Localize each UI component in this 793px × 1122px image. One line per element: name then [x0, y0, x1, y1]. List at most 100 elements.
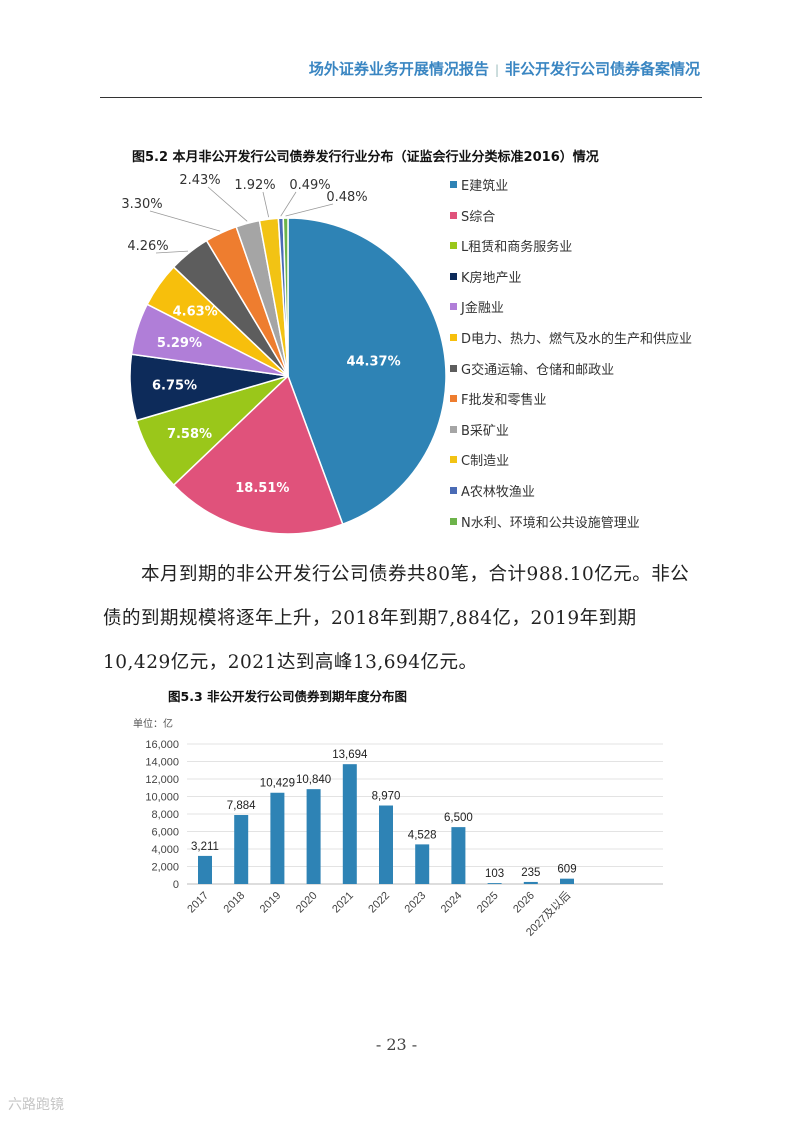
pie-leader-line [285, 203, 334, 217]
pie-leader-line [155, 250, 188, 254]
legend-item: S综合 [450, 207, 692, 238]
legend-label: B采矿业 [461, 423, 509, 439]
header-section-title: 非公开发行公司债券备案情况 [504, 60, 700, 78]
bar-value-label: 13,694 [332, 749, 368, 761]
pie-value-label: 6.75% [152, 378, 197, 393]
y-tick-label: 14,000 [145, 757, 179, 769]
bar-value-label: 7,884 [227, 800, 256, 812]
bar-value-label: 3,211 [191, 841, 219, 853]
legend-item: F批发和零售业 [450, 390, 692, 421]
x-tick-label: 2023 [403, 890, 429, 916]
x-tick-label: 2021 [330, 890, 356, 916]
legend-swatch [450, 395, 457, 403]
bar [560, 878, 574, 884]
bar [198, 855, 212, 884]
y-tick-label: 8,000 [151, 809, 179, 821]
bar [342, 764, 357, 884]
y-tick-label: 2,000 [151, 862, 179, 874]
legend-label: E建筑业 [461, 179, 509, 194]
legend-item: D电力、热力、燃气及水的生产和供应业 [450, 329, 692, 360]
bar [379, 805, 393, 884]
bar-value-label: 6,500 [444, 812, 473, 824]
x-tick-label: 2020 [294, 890, 320, 916]
legend-item: C制造业 [450, 451, 692, 482]
bar [415, 844, 430, 884]
bar-value-label: 235 [521, 867, 540, 879]
pie-slice [172, 374, 344, 535]
bar-unit-label: 单位：亿 [133, 717, 173, 730]
y-tick-label: 12,000 [145, 774, 179, 786]
legend-swatch [450, 517, 457, 525]
pie-value-label: 3.30% [121, 197, 162, 212]
bar [451, 827, 466, 884]
bar [487, 883, 502, 884]
legend-item: B采矿业 [450, 421, 692, 452]
y-tick-label: 16,000 [145, 739, 179, 751]
bar-value-label: 4,528 [408, 829, 437, 841]
y-tick-label: 4,000 [151, 844, 179, 856]
x-tick-label: 2024 [439, 890, 465, 916]
pie-leader-line [149, 210, 221, 232]
x-tick-label: 2017 [185, 890, 211, 916]
legend-label: N水利、环境和公共设施管理业 [461, 515, 640, 531]
pie-value-label: 1.92% [234, 178, 275, 193]
pie-leader-line [262, 191, 270, 218]
pie-leader-line [207, 186, 248, 222]
legend-item: K房地产业 [450, 268, 692, 299]
pie-value-label: 0.48% [326, 190, 367, 205]
legend-swatch [450, 333, 457, 341]
header-separator: | [494, 63, 499, 77]
bar-value-label: 10,429 [260, 778, 295, 790]
pie-leader-line [280, 191, 297, 217]
legend-label: S综合 [461, 209, 496, 225]
watermark-logo: 六路跑镜 [8, 1097, 64, 1113]
legend-item: A农林牧渔业 [450, 482, 692, 513]
legend-item: E建筑业 [450, 176, 692, 207]
y-tick-label: 6,000 [151, 827, 179, 839]
pie-value-label: 7.58% [167, 427, 212, 442]
bar-value-label: 10,840 [296, 774, 331, 786]
legend-label: K房地产业 [461, 270, 522, 286]
legend-item: G交通运输、仓储和邮政业 [450, 360, 692, 391]
pie-chart-title: 图5.2 本月非公开发行公司债券发行行业分布（证监会行业分类标准2016）情况 [132, 150, 599, 165]
legend-label: G交通运输、仓储和邮政业 [461, 362, 615, 378]
pie-value-label: 4.26% [127, 239, 168, 254]
y-tick-label: 10,000 [145, 792, 179, 804]
pie-legend: E建筑业 S综合 L租赁和商务服务业 K房地产业 J金融业 D电力、热力、燃气及水的生产和… [450, 176, 692, 543]
legend-item: L租赁和商务服务业 [450, 237, 692, 268]
bar [306, 789, 321, 884]
legend-label: L租赁和商务服务业 [461, 240, 573, 256]
pie-slice [287, 217, 447, 526]
y-tick-label: 0 [173, 879, 179, 891]
legend-swatch [450, 456, 457, 464]
x-tick-label: 2018 [222, 890, 248, 916]
bar [523, 881, 538, 884]
page-number: - 23 - [375, 1035, 418, 1054]
pie-value-label: 18.51% [235, 481, 289, 496]
header-report-title: 场外证券业务开展情况报告 [308, 60, 489, 78]
x-tick-label: 2026 [511, 890, 537, 916]
bar-value-label: 8,970 [372, 791, 401, 803]
x-tick-label: 2019 [258, 890, 284, 916]
legend-label: D电力、热力、燃气及水的生产和供应业 [461, 331, 693, 347]
legend-swatch [450, 425, 457, 433]
bar-value-label: 609 [557, 864, 576, 876]
legend-label: F批发和零售业 [461, 393, 547, 409]
legend-label: C制造业 [461, 454, 510, 470]
header-rule [100, 97, 702, 98]
page-header: 场外证券业务开展情况报告 | 非公开发行公司债券备案情况 [100, 58, 700, 80]
legend-label: J金融业 [461, 301, 504, 317]
pie-value-label: 2.43% [179, 173, 220, 188]
body-paragraph: 本月到期的非公开发行公司债券共80笔，合计988.10亿元。非公债的到期规模将逐… [103, 564, 690, 673]
pie-value-label: 4.63% [173, 304, 218, 319]
x-tick-label: 2022 [366, 890, 392, 916]
pie-slice [282, 217, 289, 377]
pie-value-label: 44.37% [346, 355, 400, 370]
bar-value-label: 103 [485, 868, 504, 880]
bar-chart-title: 图5.3 非公开发行公司债券到期年度分布图 [168, 689, 407, 704]
legend-swatch [450, 486, 457, 494]
pie-value-label: 5.29% [157, 336, 202, 351]
legend-swatch [450, 211, 457, 219]
legend-swatch [450, 303, 457, 311]
legend-item: N水利、环境和公共设施管理业 [450, 513, 692, 544]
